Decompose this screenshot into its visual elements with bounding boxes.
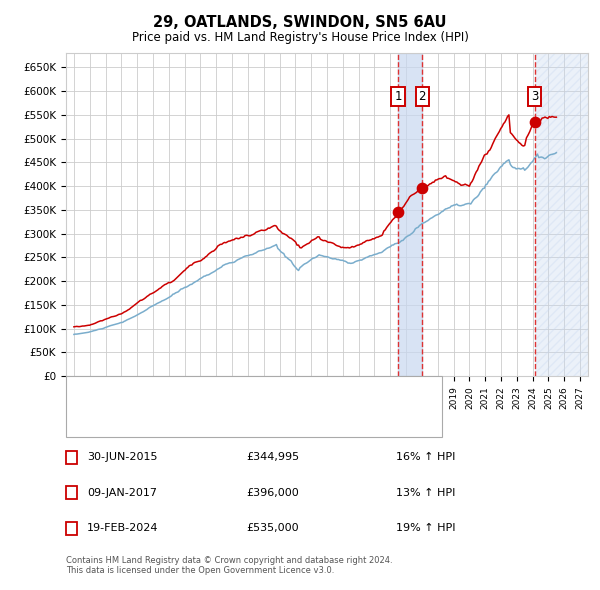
Text: £396,000: £396,000	[246, 488, 299, 498]
Text: 16% ↑ HPI: 16% ↑ HPI	[396, 453, 455, 463]
Text: £535,000: £535,000	[246, 523, 299, 533]
Bar	[535, 53, 588, 376]
Text: 30-JUN-2015: 30-JUN-2015	[87, 453, 157, 463]
Text: 1: 1	[394, 90, 402, 103]
Text: 13% ↑ HPI: 13% ↑ HPI	[396, 488, 455, 498]
Text: 1: 1	[68, 453, 75, 463]
Text: 2: 2	[68, 488, 75, 498]
Bar	[398, 53, 422, 376]
Text: HPI: Average price, detached house, Swindon: HPI: Average price, detached house, Swin…	[99, 417, 326, 427]
Text: 3: 3	[68, 523, 75, 533]
Text: £344,995: £344,995	[246, 453, 299, 463]
Text: 29, OATLANDS, SWINDON, SN5 6AU (detached house): 29, OATLANDS, SWINDON, SN5 6AU (detached…	[99, 388, 369, 398]
Text: 3: 3	[531, 90, 538, 103]
Text: 19% ↑ HPI: 19% ↑ HPI	[396, 523, 455, 533]
Text: 2: 2	[419, 90, 426, 103]
Point	[418, 183, 427, 193]
Text: Contains HM Land Registry data © Crown copyright and database right 2024.
This d: Contains HM Land Registry data © Crown c…	[66, 556, 392, 575]
Text: Price paid vs. HM Land Registry's House Price Index (HPI): Price paid vs. HM Land Registry's House …	[131, 31, 469, 44]
Text: 19-FEB-2024: 19-FEB-2024	[87, 523, 158, 533]
Text: 09-JAN-2017: 09-JAN-2017	[87, 488, 157, 498]
Point	[530, 117, 539, 127]
Text: 29, OATLANDS, SWINDON, SN5 6AU: 29, OATLANDS, SWINDON, SN5 6AU	[153, 15, 447, 30]
Point	[394, 208, 403, 217]
